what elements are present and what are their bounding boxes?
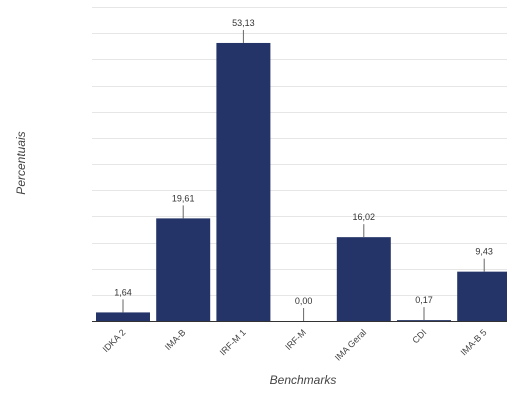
- y-axis-title: Percentuais: [14, 131, 28, 194]
- gridlines: [92, 7, 507, 296]
- bar-cdi: [397, 320, 451, 321]
- category-label: CDI: [410, 327, 428, 345]
- value-label: 16,02: [353, 212, 376, 222]
- category-labels: IDKA 2 IMA-B IRF-M 1 IRF-M IMA Geral CDI IMA-B…: [101, 327, 489, 362]
- category-label: IMA-B 5: [459, 327, 489, 357]
- value-label: 0,17: [415, 295, 433, 305]
- bar-ima-b: [156, 218, 211, 321]
- x-axis-title: Benchmarks: [270, 373, 337, 387]
- bar-idka-2: [96, 312, 150, 321]
- value-label: 53,13: [232, 18, 255, 28]
- value-label: 1,64: [114, 287, 132, 297]
- category-label: IMA-B: [163, 327, 188, 352]
- category-label: IRF-M 1: [218, 327, 248, 357]
- category-label: IDKA 2: [101, 327, 128, 354]
- value-label: 0,00: [295, 296, 313, 306]
- bars: [96, 42, 507, 321]
- value-label: 19,61: [172, 193, 195, 203]
- bar-ima-b-5: [457, 271, 507, 321]
- category-label: IMA Geral: [333, 327, 368, 362]
- bar-ima-geral: [336, 237, 391, 321]
- bar-irf-m-1: [216, 42, 271, 321]
- value-label: 9,43: [475, 247, 493, 257]
- category-label: IRF-M: [283, 327, 308, 352]
- value-labels: 1,64 19,61 53,13 0,00 16,02 0,17 9,43: [114, 18, 493, 321]
